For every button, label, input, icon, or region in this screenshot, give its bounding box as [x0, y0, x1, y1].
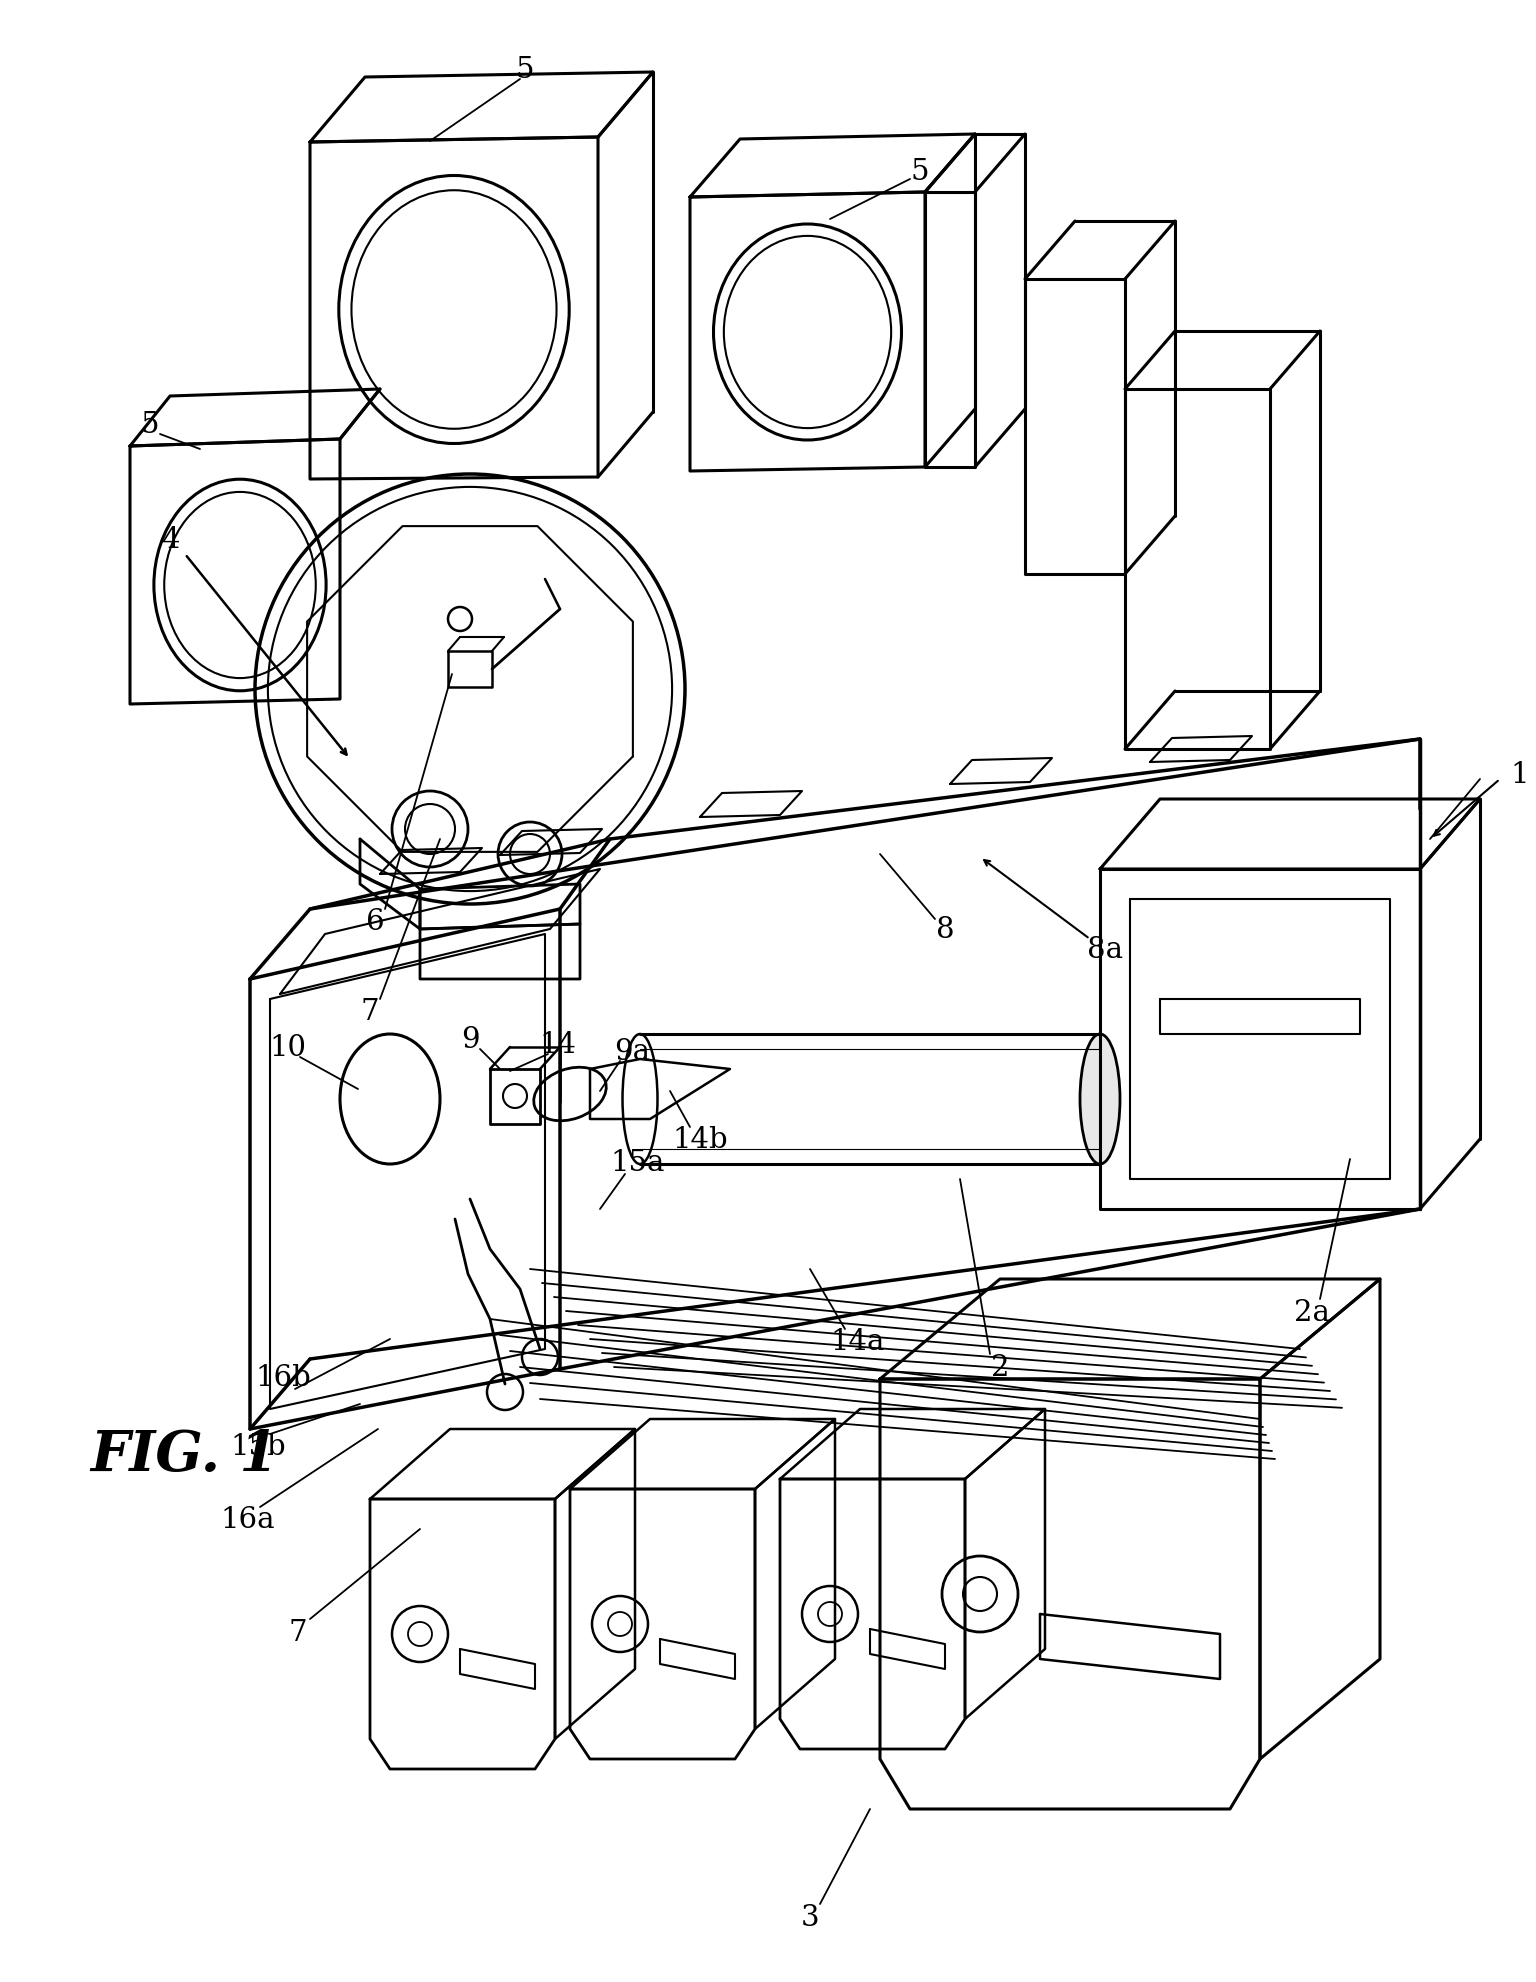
Text: 3: 3 [800, 1903, 819, 1930]
Text: 5: 5 [141, 410, 160, 438]
Text: 7: 7 [289, 1617, 307, 1647]
Ellipse shape [1080, 1035, 1120, 1163]
Text: 5: 5 [911, 159, 929, 186]
Text: 8a: 8a [1087, 936, 1123, 963]
Text: 16a: 16a [221, 1504, 275, 1534]
Text: 5: 5 [516, 55, 535, 83]
Text: 15a: 15a [611, 1148, 665, 1177]
Text: 15b: 15b [230, 1433, 286, 1461]
Text: 9a: 9a [614, 1037, 650, 1066]
Text: 4: 4 [161, 525, 180, 553]
Text: 8: 8 [935, 916, 954, 943]
Text: 16b: 16b [255, 1364, 310, 1391]
Text: 9: 9 [461, 1025, 479, 1054]
Text: FIG. 1: FIG. 1 [91, 1427, 278, 1483]
Text: 14: 14 [539, 1031, 576, 1058]
Text: 2: 2 [991, 1354, 1009, 1381]
Text: 2a: 2a [1293, 1298, 1330, 1326]
Text: 10: 10 [269, 1033, 307, 1062]
Text: 7: 7 [361, 997, 379, 1025]
Text: 14b: 14b [673, 1126, 728, 1154]
Text: 1: 1 [1510, 761, 1528, 789]
Text: 6: 6 [366, 908, 384, 936]
Text: 14a: 14a [831, 1328, 885, 1356]
